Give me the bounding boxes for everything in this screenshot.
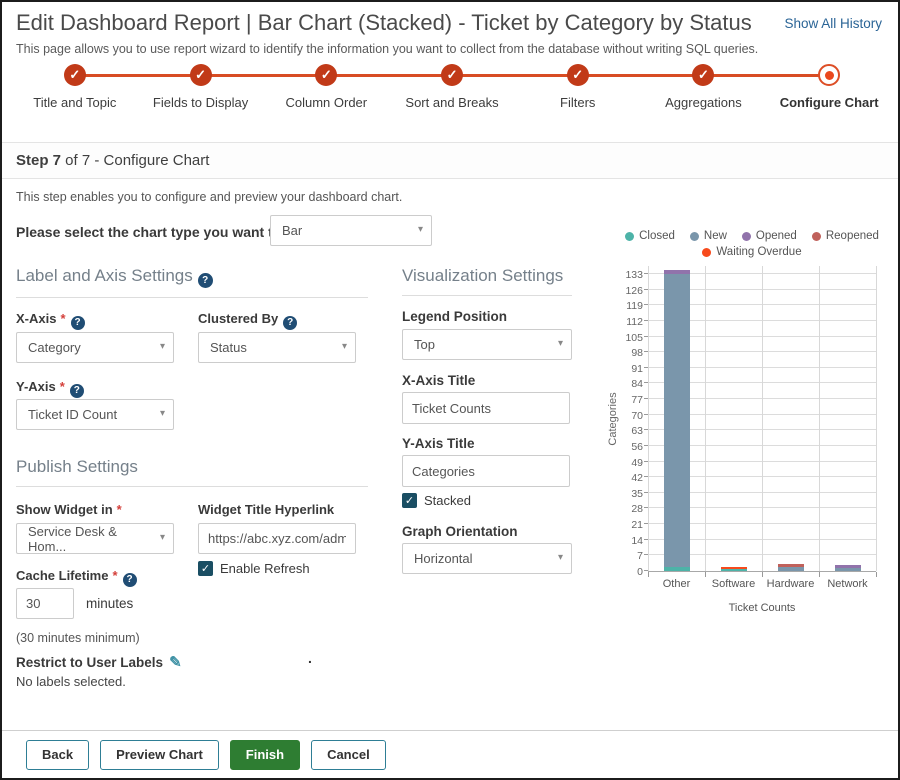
x-axis-title-label: X-Axis Title [402, 373, 476, 388]
cache-lifetime-label: Cache Lifetime *? [16, 568, 137, 587]
x-axis-title-input[interactable] [402, 392, 570, 424]
clustered-by-label: Clustered By? [198, 311, 298, 330]
legend-position-label: Legend Position [402, 309, 508, 324]
chevron-down-icon: ▾ [159, 532, 165, 543]
edit-pencil-icon[interactable]: ✎ [169, 654, 182, 671]
section-visualization-settings: Visualization Settings [402, 266, 572, 296]
check-icon: ✓ [692, 64, 715, 86]
cache-unit-label: minutes [86, 596, 134, 611]
stacked-bar [834, 565, 861, 571]
x-axis-label: X-Axis *? [16, 311, 85, 330]
help-icon[interactable]: ? [69, 384, 84, 398]
page-title: Edit Dashboard Report | Bar Chart (Stack… [16, 10, 752, 35]
step-aggregations[interactable]: ✓ Aggregations [640, 64, 767, 110]
show-widget-select[interactable]: Service Desk & Hom... ▾ [16, 523, 174, 554]
chevron-down-icon: ▾ [557, 338, 563, 349]
stacked-checkbox[interactable]: ✓ Stacked [402, 493, 471, 508]
preview-chart-button[interactable]: Preview Chart [100, 739, 219, 770]
legend-item: Waiting Overdue [702, 246, 802, 258]
chart-y-axis-labels: 0 7 14 21 28 35 42 49 56 63 70 77 84 91 98 105 112 119 126… [625, 269, 643, 578]
chart-plot-area [644, 266, 877, 577]
section-label-axis-settings: Label and Axis Settings? [16, 266, 368, 298]
check-icon: ✓ [441, 64, 464, 86]
section-publish-settings: Publish Settings [16, 457, 368, 487]
legend-item: Closed [625, 230, 675, 242]
step-description: This step enables you to configure and p… [16, 190, 403, 204]
step-configure-chart[interactable]: Configure Chart [766, 64, 892, 110]
graph-orientation-label: Graph Orientation [402, 524, 518, 539]
chevron-down-icon: ▾ [417, 224, 423, 235]
legend-dot-icon [689, 231, 699, 241]
chevron-down-icon: ▾ [557, 552, 563, 563]
page-subtitle: This page allows you to use report wizar… [16, 42, 759, 56]
finish-button[interactable]: Finish [229, 739, 301, 770]
y-axis-select[interactable]: Ticket ID Count ▾ [16, 399, 174, 430]
legend-position-select[interactable]: Top ▾ [402, 329, 572, 360]
widget-hyperlink-label: Widget Title Hyperlink [198, 502, 335, 517]
legend-item: New [689, 230, 727, 242]
wizard-stepper: ✓ Title and Topic ✓ Fields to Display ✓ … [12, 64, 892, 110]
enable-refresh-checkbox[interactable]: ✓ Enable Refresh [198, 561, 310, 576]
checkbox-checked-icon: ✓ [402, 493, 417, 508]
clustered-by-select[interactable]: Status ▾ [198, 332, 356, 363]
widget-hyperlink-input[interactable] [198, 523, 356, 554]
stacked-bar [777, 564, 804, 571]
help-icon[interactable]: ? [197, 273, 213, 288]
chart-x-axis-title: Ticket Counts [728, 602, 796, 614]
legend-item: Reopened [811, 230, 879, 242]
show-widget-label: Show Widget in * [16, 502, 122, 517]
step-title-and-topic[interactable]: ✓ Title and Topic [12, 64, 138, 110]
check-icon: ✓ [315, 64, 338, 86]
y-axis-title-label: Y-Axis Title [402, 436, 475, 451]
help-icon[interactable]: ? [283, 316, 298, 330]
chevron-down-icon: ▾ [159, 341, 165, 352]
legend-dot-icon [811, 231, 821, 241]
cache-lifetime-input[interactable] [16, 588, 74, 619]
y-axis-label: Y-Axis *? [16, 379, 84, 398]
no-labels-text: No labels selected. [16, 674, 126, 689]
stacked-bar [720, 566, 747, 571]
cache-minimum-note: (30 minutes minimum) [16, 631, 140, 645]
help-icon[interactable]: ? [70, 316, 85, 330]
y-axis-title-input[interactable] [402, 455, 570, 487]
chart-x-axis-labels: Other Software Hardware Network [662, 578, 868, 590]
step-column-order[interactable]: ✓ Column Order [263, 64, 389, 110]
legend-item: Opened [741, 230, 797, 242]
show-all-history-link[interactable]: Show All History [784, 16, 882, 31]
chevron-down-icon: ▾ [341, 341, 347, 352]
chevron-down-icon: ▾ [159, 408, 165, 419]
checkbox-checked-icon: ✓ [198, 561, 213, 576]
back-button[interactable]: Back [26, 739, 90, 770]
step-header: Step 7 of 7 - Configure Chart [2, 142, 898, 179]
chart-legend: Closed New Opened Reopened Waiting Overdue [606, 230, 898, 258]
stacked-bar [663, 269, 690, 571]
current-step-icon [818, 64, 841, 86]
legend-dot-icon [702, 247, 712, 257]
cancel-button[interactable]: Cancel [311, 739, 386, 770]
footer-bar: Back Preview Chart Finish Cancel [2, 730, 898, 778]
legend-dot-icon [741, 231, 751, 241]
check-icon: ✓ [566, 64, 589, 86]
chart-type-label: Please select the chart type you want to… [16, 224, 310, 240]
chart-y-axis-title: Categories [607, 392, 619, 446]
check-icon: ✓ [189, 64, 212, 86]
x-axis-select[interactable]: Category ▾ [16, 332, 174, 363]
legend-dot-icon [625, 231, 635, 241]
step-fields-to-display[interactable]: ✓ Fields to Display [137, 64, 264, 110]
check-icon: ✓ [63, 64, 86, 86]
stray-period: . [308, 650, 312, 666]
chart-preview: Closed New Opened Reopened Waiting Overdue C… [606, 230, 898, 614]
help-icon[interactable]: ? [122, 573, 137, 587]
restrict-user-labels-label: Restrict to User Labels ✎ [16, 654, 182, 671]
step-sort-and-breaks[interactable]: ✓ Sort and Breaks [389, 64, 515, 110]
graph-orientation-select[interactable]: Horizontal ▾ [402, 543, 572, 574]
step-filters[interactable]: ✓ Filters [514, 64, 641, 110]
chart-type-select[interactable]: Bar ▾ [270, 215, 432, 246]
